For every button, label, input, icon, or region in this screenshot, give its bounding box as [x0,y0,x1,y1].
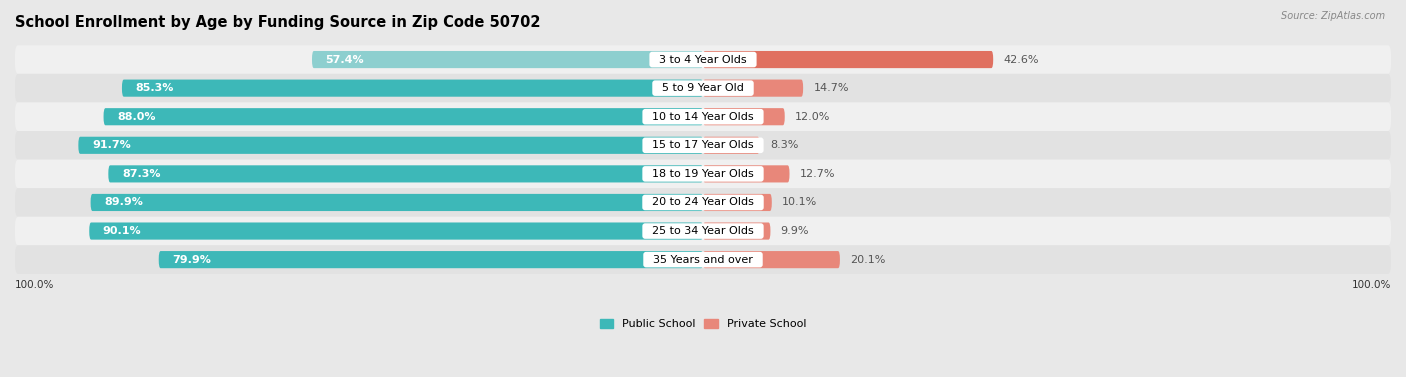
FancyBboxPatch shape [90,194,703,211]
Text: 91.7%: 91.7% [91,140,131,150]
FancyBboxPatch shape [703,165,790,182]
FancyBboxPatch shape [15,74,1391,103]
FancyBboxPatch shape [104,108,703,125]
FancyBboxPatch shape [89,222,703,240]
FancyBboxPatch shape [703,194,772,211]
Text: 8.3%: 8.3% [769,140,799,150]
Text: 90.1%: 90.1% [103,226,142,236]
Text: 20.1%: 20.1% [851,254,886,265]
Text: 14.7%: 14.7% [813,83,849,93]
FancyBboxPatch shape [703,108,785,125]
FancyBboxPatch shape [15,217,1391,245]
FancyBboxPatch shape [703,137,759,154]
Text: 57.4%: 57.4% [326,55,364,64]
FancyBboxPatch shape [15,45,1391,74]
Text: 35 Years and over: 35 Years and over [647,254,759,265]
FancyBboxPatch shape [15,188,1391,217]
FancyBboxPatch shape [159,251,703,268]
Text: 85.3%: 85.3% [135,83,174,93]
FancyBboxPatch shape [15,159,1391,188]
FancyBboxPatch shape [122,80,703,97]
Text: 12.0%: 12.0% [794,112,831,122]
Text: 89.9%: 89.9% [104,198,143,207]
Text: 3 to 4 Year Olds: 3 to 4 Year Olds [652,55,754,64]
FancyBboxPatch shape [15,103,1391,131]
Text: School Enrollment by Age by Funding Source in Zip Code 50702: School Enrollment by Age by Funding Sour… [15,15,540,30]
FancyBboxPatch shape [703,251,839,268]
Text: 42.6%: 42.6% [1004,55,1039,64]
Text: 87.3%: 87.3% [122,169,160,179]
Text: 9.9%: 9.9% [780,226,810,236]
Text: 10 to 14 Year Olds: 10 to 14 Year Olds [645,112,761,122]
Legend: Public School, Private School: Public School, Private School [600,319,806,329]
Text: Source: ZipAtlas.com: Source: ZipAtlas.com [1281,11,1385,21]
Text: 15 to 17 Year Olds: 15 to 17 Year Olds [645,140,761,150]
Text: 12.7%: 12.7% [800,169,835,179]
Text: 5 to 9 Year Old: 5 to 9 Year Old [655,83,751,93]
Text: 18 to 19 Year Olds: 18 to 19 Year Olds [645,169,761,179]
FancyBboxPatch shape [15,245,1391,274]
Text: 100.0%: 100.0% [1351,280,1391,290]
Text: 79.9%: 79.9% [173,254,211,265]
Text: 25 to 34 Year Olds: 25 to 34 Year Olds [645,226,761,236]
FancyBboxPatch shape [312,51,703,68]
Text: 20 to 24 Year Olds: 20 to 24 Year Olds [645,198,761,207]
Text: 100.0%: 100.0% [15,280,55,290]
FancyBboxPatch shape [79,137,703,154]
FancyBboxPatch shape [703,80,803,97]
FancyBboxPatch shape [703,222,770,240]
Text: 88.0%: 88.0% [117,112,156,122]
FancyBboxPatch shape [703,51,993,68]
Text: 10.1%: 10.1% [782,198,817,207]
FancyBboxPatch shape [15,131,1391,159]
FancyBboxPatch shape [108,165,703,182]
